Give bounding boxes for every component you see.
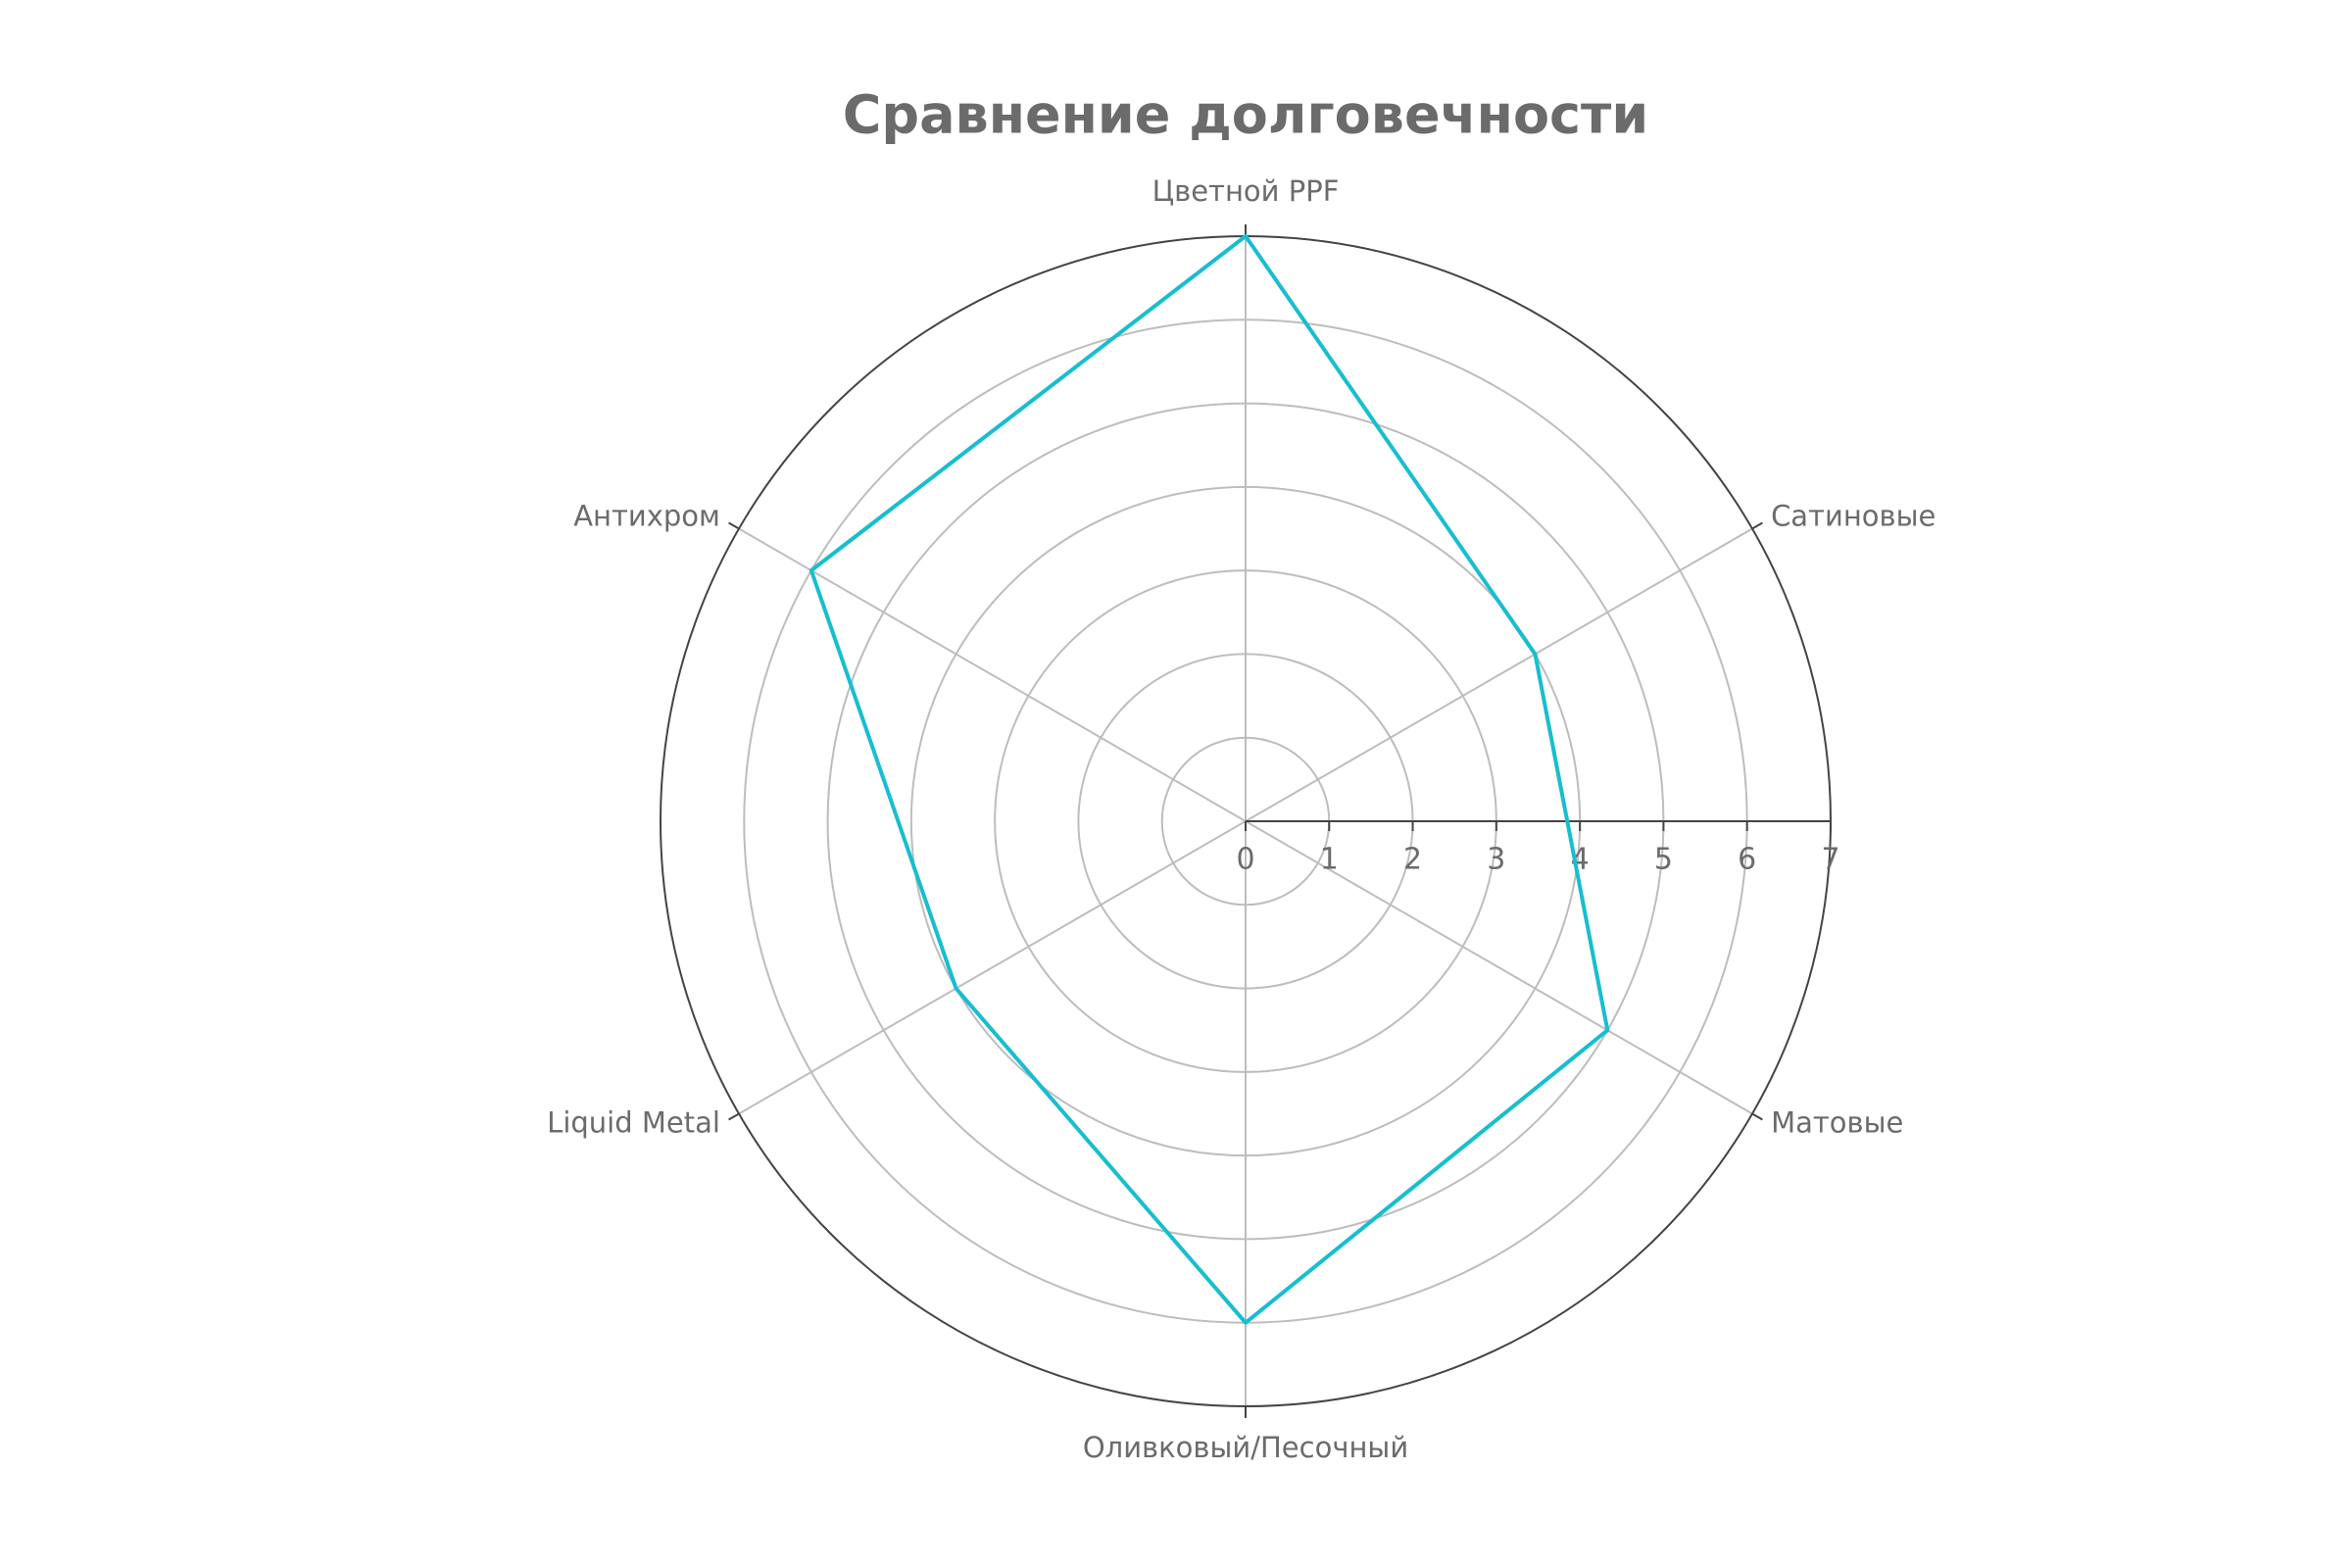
radial-tick-label: 6	[1738, 843, 1756, 877]
spoke	[738, 527, 1247, 822]
spoke	[738, 820, 1247, 1115]
radial-tick-label: 0	[1236, 843, 1254, 877]
spoke	[1245, 527, 1753, 822]
category-label: Матовые	[1771, 1106, 1903, 1140]
category-label: Оливковый/Песочный	[1083, 1431, 1408, 1464]
category-label: Цветной PPF	[1152, 174, 1340, 208]
angular-tick	[1751, 521, 1763, 530]
spoke	[1245, 820, 1753, 1115]
angular-tick	[728, 1112, 740, 1121]
category-label: Сатиновые	[1771, 500, 1936, 533]
radial-tick-label: 1	[1320, 843, 1339, 877]
category-label: Антихром	[573, 500, 720, 533]
radar-line	[808, 234, 1610, 1325]
radial-tick-label: 2	[1403, 843, 1422, 877]
chart-title: Сравнение долговечности	[843, 84, 1648, 146]
angular-tick	[1751, 1112, 1763, 1121]
radial-tick-label: 3	[1487, 843, 1505, 877]
angular-tick	[728, 521, 740, 530]
radial-tick-label: 7	[1821, 843, 1839, 877]
category-label: Liquid Metal	[547, 1106, 720, 1140]
radial-tick-label: 5	[1654, 843, 1673, 877]
